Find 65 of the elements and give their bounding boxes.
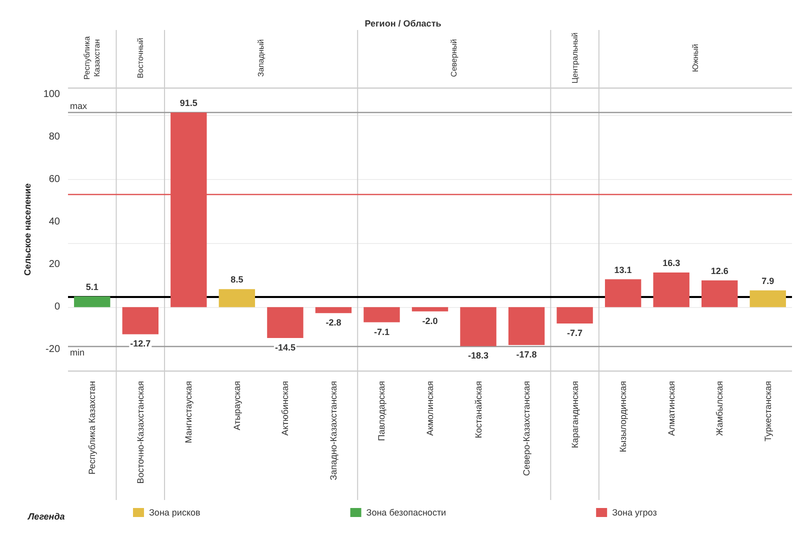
data-label: 12.6: [710, 266, 728, 276]
y-tick-label: 20: [48, 259, 60, 270]
data-label: -2.8: [326, 318, 342, 328]
text: Западный: [256, 39, 266, 77]
y-tick-label: -20: [46, 344, 60, 356]
x-tick-label: Республика Казахстан: [87, 380, 98, 474]
bar: [267, 307, 304, 338]
bar: [702, 280, 738, 308]
bar: [412, 307, 448, 312]
text: Северный: [450, 39, 459, 77]
y-tick-label: 80: [48, 131, 60, 142]
x-tick-label: Мангистауская: [184, 380, 194, 444]
x-tick-label: Павлодарская: [376, 380, 387, 441]
bar: [460, 307, 496, 346]
x-tick-label: Туркестанская: [762, 380, 773, 442]
bar: [556, 307, 593, 324]
legend-title: Легенда: [27, 512, 65, 522]
data-label: -7.7: [567, 328, 583, 338]
data-label: -7.1: [374, 326, 390, 337]
legend-label: Зона рисков: [149, 508, 200, 518]
data-label: -12.7: [130, 338, 151, 349]
bar: [218, 289, 256, 308]
y-tick-label: 0: [54, 302, 60, 313]
x-tick-label: Жамбылская: [714, 380, 725, 436]
y-tick-label: 60: [48, 174, 60, 185]
x-tick-label: Северо-Казахстанская: [522, 380, 532, 476]
x-tick-label: Акмолинская: [425, 380, 435, 436]
x-tick-label: Западно-Казахстанская: [328, 380, 338, 480]
data-label: -2.0: [422, 316, 438, 326]
x-tick-label: Алматинская: [666, 380, 676, 436]
text: Восточный: [136, 38, 145, 78]
legend-label: Зона безопасности: [366, 508, 446, 518]
x-tick-label: Кызылординская: [618, 380, 628, 452]
data-label: -14.5: [274, 342, 296, 353]
bar: [604, 279, 642, 308]
bar: [653, 272, 690, 308]
text: Центральный: [570, 32, 580, 84]
data-label: 91.5: [180, 98, 198, 108]
chart-title: Регион / Область: [364, 18, 442, 28]
y-tick-label: 100: [43, 88, 60, 100]
ref-line-label: max: [70, 100, 88, 111]
x-tick-label: Атырауская: [232, 380, 242, 430]
x-tick-label: Восточно-Казахстанская: [135, 380, 146, 484]
y-tick-label: 40: [48, 216, 60, 228]
data-label: 8.5: [230, 274, 244, 285]
data-label: 16.3: [662, 258, 680, 268]
bar: [74, 296, 110, 308]
x-tick-label: Карагандинская: [570, 380, 580, 448]
bar: [750, 290, 786, 308]
data-label: 13.1: [614, 264, 632, 275]
bar: [508, 307, 545, 346]
bar: [122, 307, 158, 334]
ref-line-label: min: [70, 348, 85, 358]
data-label: -18.3: [468, 350, 489, 361]
legend-label: Зона угроз: [612, 508, 657, 518]
bar: [315, 307, 352, 314]
x-tick-label: Актюбинская: [280, 380, 290, 436]
bar: [364, 307, 400, 322]
data-label: 7.9: [762, 276, 774, 286]
data-label: 5.1: [86, 282, 98, 292]
text: Республика Казахстан: [82, 36, 102, 80]
text: Южный: [690, 44, 700, 72]
x-tick-label: Костанайская: [473, 380, 484, 438]
y-axis-title: Сельское население: [22, 183, 32, 276]
data-label: -17.8: [516, 350, 537, 360]
